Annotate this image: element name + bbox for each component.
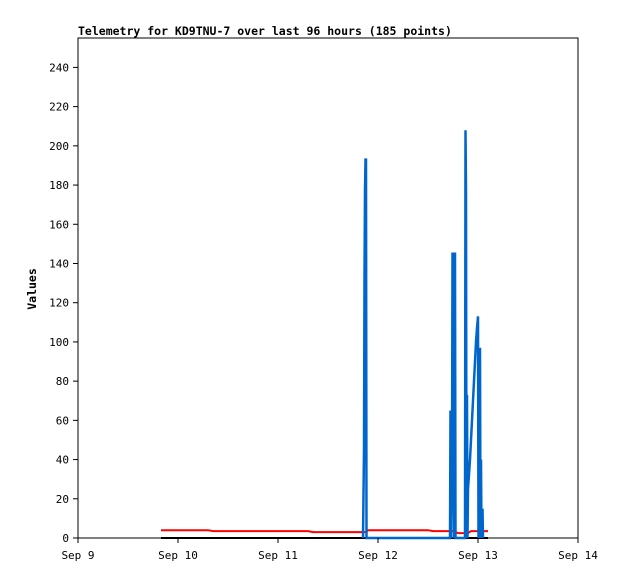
y-tick-label: 0 — [62, 532, 69, 545]
plot-area-border — [77, 37, 579, 539]
series-line-3 — [361, 130, 485, 540]
x-tick-label: Sep 10 — [158, 549, 198, 562]
x-tick-label: Sep 11 — [258, 549, 298, 562]
x-tick-label: Sep 14 — [558, 549, 598, 562]
y-tick-label: 160 — [49, 218, 69, 231]
y-axis-label: Values — [25, 268, 39, 310]
y-tick-label: 60 — [56, 414, 69, 427]
y-tick-label: 100 — [49, 336, 69, 349]
y-tick-label: 40 — [56, 454, 69, 467]
y-tick-label: 200 — [49, 140, 69, 153]
y-tick-label: 80 — [56, 375, 69, 388]
chart-title: Telemetry for KD9TNU-7 over last 96 hour… — [78, 24, 452, 38]
series-line-2 — [161, 529, 488, 535]
y-tick-label: 240 — [49, 61, 69, 74]
x-tick-label: Sep 13 — [458, 549, 498, 562]
x-tick-label: Sep 9 — [61, 549, 94, 562]
y-tick-label: 120 — [49, 297, 69, 310]
y-tick-label: 180 — [49, 179, 69, 192]
y-tick-label: 220 — [49, 101, 69, 114]
y-tick-label: 20 — [56, 493, 69, 506]
y-tick-label: 140 — [49, 257, 69, 270]
x-tick-label: Sep 12 — [358, 549, 398, 562]
